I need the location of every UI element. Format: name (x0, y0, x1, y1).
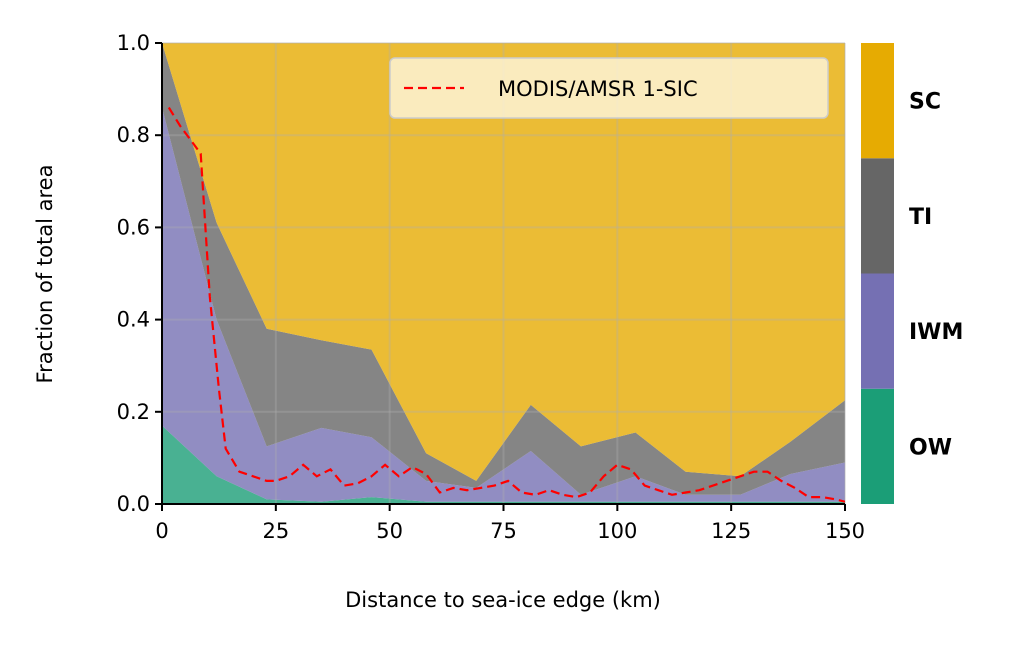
y-tick-label: 0.4 (117, 308, 150, 332)
colorbar-label-sc: SC (909, 90, 941, 115)
colorbar: OW IWM TI SC (861, 43, 963, 504)
colorbar-segment-ti (861, 158, 894, 274)
x-tick-label: 100 (597, 519, 637, 543)
y-tick-label: 0.2 (117, 400, 150, 424)
x-tick-label: 75 (490, 519, 517, 543)
colorbar-label-ow: OW (909, 435, 952, 460)
x-tick-label: 25 (262, 519, 289, 543)
y-tick-label: 0.0 (117, 492, 150, 516)
area-ti (162, 43, 845, 495)
legend-box (389, 57, 829, 119)
colorbar-label-ti: TI (909, 205, 932, 230)
sic-line-layer (167, 106, 845, 503)
sic-line (167, 106, 845, 503)
colorbar-segment-sc (861, 43, 894, 159)
colorbar-segment-iwm (861, 273, 894, 389)
legend: MODIS/AMSR 1-SIC (389, 57, 829, 119)
colorbar-segment-ow (861, 388, 894, 504)
y-tick-label: 0.8 (117, 123, 150, 147)
area-ow (162, 425, 845, 504)
y-axis-title: Fraction of total area (33, 165, 57, 384)
x-tick-label: 150 (825, 519, 865, 543)
legend-label: MODIS/AMSR 1-SIC (498, 77, 698, 101)
area-sc (162, 43, 845, 481)
y-tick-label: 0.6 (117, 215, 150, 239)
y-tick-label: 1.0 (117, 31, 150, 55)
ticks: 0 25 50 75 100 125 150 0.0 0.2 0.4 0.6 0.8 1.0 (117, 31, 865, 543)
stacked-areas (162, 43, 845, 504)
x-tick-label: 125 (711, 519, 751, 543)
x-tick-label: 50 (376, 519, 403, 543)
area-iwm (162, 107, 845, 502)
x-axis-title: Distance to sea-ice edge (km) (345, 588, 661, 612)
colorbar-label-iwm: IWM (909, 320, 963, 345)
x-tick-label: 0 (155, 519, 168, 543)
